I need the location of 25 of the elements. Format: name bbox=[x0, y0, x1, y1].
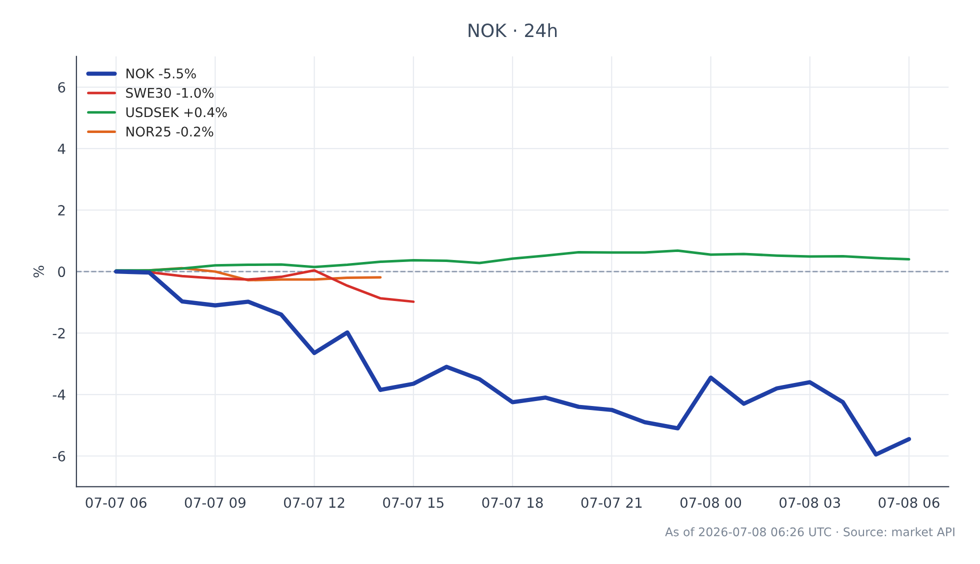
y-tick-label: 0 bbox=[58, 266, 66, 278]
y-tick-label: 2 bbox=[58, 205, 65, 216]
x-tick-label: 07-07 06 bbox=[86, 497, 146, 508]
y-tick-label: -2 bbox=[52, 328, 65, 338]
x-tick-label: 07-08 00 bbox=[680, 497, 742, 508]
x-tick-label: 07-07 12 bbox=[284, 497, 344, 508]
x-tick-label: 07-08 03 bbox=[780, 497, 840, 508]
chart-title: NOK · 24h bbox=[468, 23, 557, 38]
text: As of 2026-07-08 06:26 UTC · Source: market API bbox=[665, 527, 954, 536]
x-tick-label: 07-07 09 bbox=[184, 497, 246, 508]
y-tick-label: -6 bbox=[52, 450, 66, 462]
legend-label: NOK -5.5% bbox=[126, 68, 196, 78]
x-tick-label: 07-07 21 bbox=[581, 497, 642, 508]
line-series bbox=[114, 269, 912, 457]
legend-label: USDSEK +0.4% bbox=[126, 107, 227, 118]
x-tick-label: 07-07 15 bbox=[383, 497, 444, 508]
y-tick-label: 4 bbox=[58, 144, 66, 154]
legend-label: NOR25 -0.2% bbox=[126, 126, 214, 137]
y-tick-label: -4 bbox=[52, 390, 66, 400]
line-series bbox=[114, 249, 910, 272]
legend-label: SWE30 -1.0% bbox=[126, 88, 214, 98]
x-tick-label: 07-08 06 bbox=[878, 497, 940, 508]
x-tick-label: 07-07 18 bbox=[482, 497, 543, 508]
y-axis-title: % bbox=[33, 266, 44, 278]
y-tick-label: 6 bbox=[58, 82, 66, 93]
